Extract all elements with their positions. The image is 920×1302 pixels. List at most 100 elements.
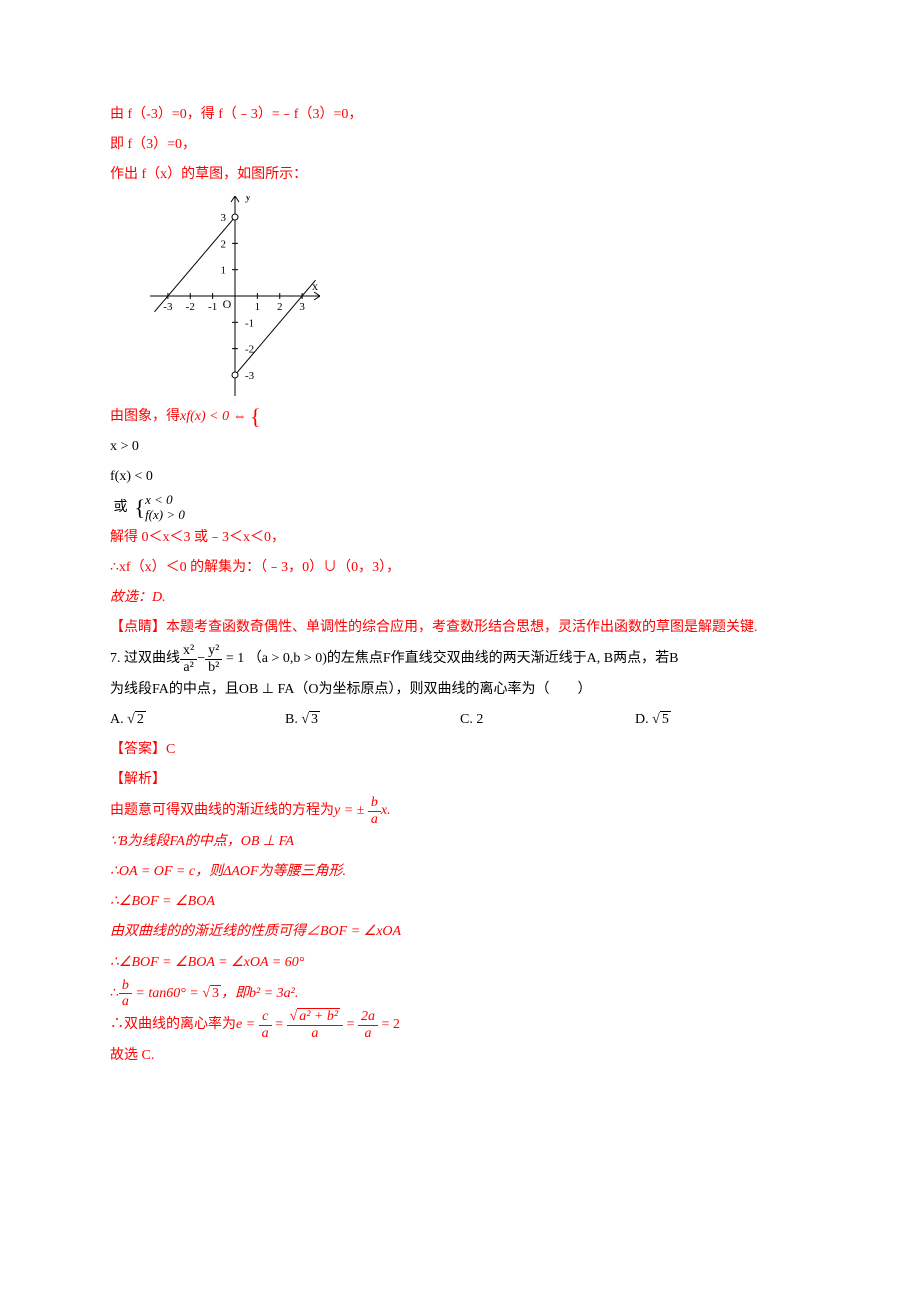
sol-s1: 由题意可得双曲线的渐近线的方程为y = ± bax.: [110, 795, 810, 827]
denominator: a: [368, 811, 381, 827]
left-brace-icon: {: [250, 406, 261, 428]
text-pre: ∴: [110, 986, 119, 1001]
svg-text:1: 1: [221, 265, 227, 277]
sqrt-icon: √3: [301, 705, 320, 735]
numerator: x²: [180, 643, 197, 658]
option-c: C. 2: [460, 705, 635, 735]
solution-line-5: 解得 0＜x＜3 或﹣3＜x＜0，: [110, 523, 810, 553]
text: 故选：D.: [110, 590, 166, 605]
text: 解得 0＜x＜3 或﹣3＜x＜0，: [110, 530, 285, 545]
fraction-ba: ba: [368, 795, 381, 827]
svg-text:y: y: [245, 196, 251, 203]
numerator: b: [368, 795, 381, 810]
case-row: x < 0: [145, 493, 185, 508]
numerator: c: [259, 1009, 272, 1024]
eq2: =: [272, 1017, 287, 1032]
solution-line-7: 故选：D.: [110, 583, 810, 613]
svg-text:-1: -1: [245, 318, 254, 330]
question-7-line-2: 为线段FA的中点，且OB ⊥ FA（O为坐标原点），则双曲线的离心率为（ ）: [110, 675, 810, 705]
fraction-ca: ca: [259, 1009, 272, 1041]
answer-label: 【答案】C: [110, 735, 810, 765]
svg-text:2: 2: [277, 301, 283, 313]
radicand: 2: [135, 711, 146, 727]
denominator: a: [287, 1025, 344, 1041]
solution-line-2: 即 f（3）=0，: [110, 130, 810, 160]
option-value: 2: [476, 712, 483, 727]
solution-line-6: ∴xf（x）＜0 的解集为：（﹣3，0）∪（0，3），: [110, 553, 810, 583]
question-7-line-1: 7. 过双曲线x²a²−y²b² = 1 （a > 0,b > 0)的左焦点F作…: [110, 643, 810, 675]
option-d: D. √5: [635, 705, 810, 735]
text: 【点睛】本题考查函数奇偶性、单调性的综合应用，考查数形结合思想，灵活作出函数的草…: [110, 620, 758, 635]
sol-s9: 故选 C.: [110, 1041, 810, 1071]
text: 【答案】C: [110, 742, 175, 757]
numerator: √a² + b²: [287, 1009, 344, 1024]
radicand: 3: [309, 711, 320, 727]
radicand: a² + b²: [297, 1008, 340, 1024]
text: ∴∠BOF = ∠BOA: [110, 894, 215, 909]
denominator: a: [358, 1025, 378, 1041]
denominator: a²: [180, 659, 197, 675]
case-row: f(x) > 0: [145, 508, 185, 523]
eq-e: e =: [236, 1017, 259, 1032]
sol-s4: ∴∠BOF = ∠BOA: [110, 887, 810, 917]
jiexi-label: 【解析】: [110, 765, 810, 795]
dianjing: 【点睛】本题考查函数奇偶性、单调性的综合应用，考查数形结合思想，灵活作出函数的草…: [110, 613, 810, 643]
text: 为线段FA的中点，且OB ⊥ FA（O为坐标原点），则双曲线的离心率为（ ）: [110, 682, 591, 697]
sol-s6: ∴∠BOF = ∠BOA = ∠xOA = 60°: [110, 948, 810, 978]
option-label: C.: [460, 712, 476, 727]
eq-tail: x.: [381, 803, 391, 818]
text-mid: = 1 （a > 0,b > 0)的左焦点F作直线交双曲线的两天渐近线于A, B…: [226, 651, 679, 666]
sol-s7: ∴ba = tan60° = √3，即b² = 3a².: [110, 978, 810, 1010]
text: 即 f（3）=0，: [110, 137, 196, 152]
eq-result: = 2: [378, 1017, 400, 1032]
sqrt-icon: √2: [127, 705, 146, 735]
svg-text:3: 3: [221, 212, 227, 224]
svg-text:-2: -2: [186, 301, 195, 313]
sol-s5: 由双曲线的的渐近线的性质可得∠BOF = ∠xOA: [110, 917, 810, 947]
text-or: 或: [114, 500, 128, 515]
numerator: 2a: [358, 1009, 378, 1024]
svg-text:-1: -1: [208, 301, 217, 313]
function-sketch-graph: -3-2-1123-3-2-1123Oxy: [150, 196, 320, 396]
radicand: 3: [210, 985, 221, 1001]
text: ∴∠BOF = ∠BOA = ∠xOA = 60°: [110, 955, 304, 970]
denominator: a: [119, 993, 132, 1009]
text: ∵B为线段FA的中点，OB ⊥ FA: [110, 834, 294, 849]
case-group-2: x < 0 f(x) > 0: [145, 493, 185, 523]
document-page: 由 f（-3）=0，得 f（﹣3）=﹣f（3）=0， 即 f（3）=0， 作出 …: [0, 0, 920, 1121]
numerator: b: [119, 978, 132, 993]
text: 故选 C.: [110, 1048, 154, 1063]
text: 【解析】: [110, 772, 166, 787]
sqrt-icon: √5: [652, 705, 671, 735]
fraction-sqrt-a: √a² + b²a: [287, 1009, 344, 1041]
eq3: =: [343, 1017, 358, 1032]
sol-s8: ∴双曲线的离心率为e = ca = √a² + b²a = 2aa = 2: [110, 1009, 810, 1041]
eq: = tan60° =: [132, 986, 202, 1001]
option-b: B. √3: [285, 705, 460, 735]
sol-s3: ∴OA = OF = c，则ΔAOF为等腰三角形.: [110, 857, 810, 887]
text: ∴OA = OF = c，则ΔAOF为等腰三角形.: [110, 864, 346, 879]
option-label: A.: [110, 712, 127, 727]
radicand: 5: [660, 711, 671, 727]
svg-text:-3: -3: [163, 301, 173, 313]
svg-text:O: O: [223, 297, 232, 311]
svg-text:1: 1: [255, 301, 260, 313]
text-pre: 由题意可得双曲线的渐近线的方程为: [110, 803, 334, 818]
sqrt-icon: √a² + b²: [290, 1009, 341, 1024]
svg-text:-3: -3: [245, 370, 255, 382]
svg-text:3: 3: [299, 301, 305, 313]
fraction-x2a2: x²a²: [180, 643, 197, 675]
denominator: a: [259, 1025, 272, 1041]
option-a: A. √2: [110, 705, 285, 735]
solution-line-1: 由 f（-3）=0，得 f（﹣3）=﹣f（3）=0，: [110, 100, 810, 130]
denominator: b²: [205, 659, 222, 675]
minus-sign: −: [197, 651, 205, 666]
case-row: x > 0: [110, 432, 810, 462]
text: ∴xf（x）＜0 的解集为：（﹣3，0）∪（0，3），: [110, 560, 400, 575]
text: 由 f（-3）=0，得 f（﹣3）=﹣f（3）=0，: [110, 107, 362, 122]
solution-line-4: 由图象，得xf(x) < 0 ⇔ {: [110, 402, 810, 432]
case-row: f(x) < 0: [110, 462, 810, 492]
sol-s2: ∵B为线段FA的中点，OB ⊥ FA: [110, 827, 810, 857]
option-label: B.: [285, 712, 301, 727]
text: 由双曲线的的渐近线的性质可得∠BOF = ∠xOA: [110, 924, 401, 939]
